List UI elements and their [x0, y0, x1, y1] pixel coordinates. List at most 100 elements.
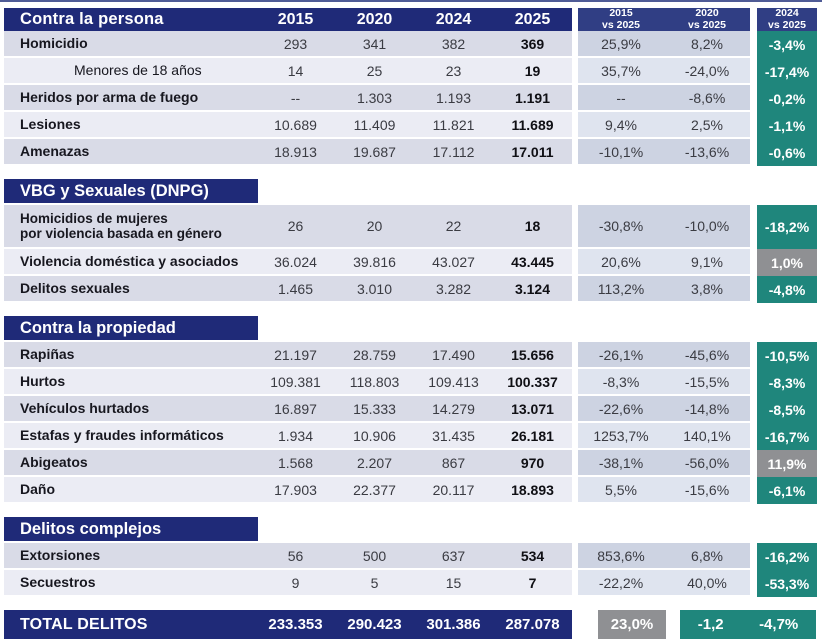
total-vs-badge-group: -1,2 -4,7%	[680, 610, 816, 639]
value-cell-2020: 5	[370, 574, 379, 591]
table-row: Violencia doméstica y asociados 36.024 39.…	[4, 249, 822, 276]
value-cell-2025: 13.071	[511, 400, 554, 417]
value-cell-2020: 22.377	[353, 481, 396, 498]
value-cell-2015: 10.689	[274, 116, 317, 133]
value-cell-2015: 9	[291, 574, 300, 591]
value-cell-2024: 1.193	[435, 89, 472, 106]
vs-cell-2020-vs-2025: -45,6%	[684, 346, 730, 363]
row-main-band: Homicidios de mujeres por violencia basad…	[4, 205, 572, 249]
value-cell-2025: 43.445	[511, 253, 554, 270]
row-vs-band: -8,3% -15,5%	[578, 369, 750, 396]
section-vbg-y-sexuales-dnpg: VBG y Sexuales (DNPG) Homicidios de mujer…	[4, 179, 822, 303]
value-cell-2024: 109.413	[428, 373, 479, 390]
row-label: Abigeatos	[20, 453, 88, 470]
row-vs-band: 20,6% 9,1%	[578, 249, 750, 276]
row-vs-band: 9,4% 2,5%	[578, 112, 750, 139]
value-cell-2015: --	[290, 89, 301, 106]
vs-cell-2015-vs-2025: 35,7%	[601, 62, 641, 79]
vs-cell-2015-vs-2025: -22,6%	[598, 400, 644, 417]
vs-cell-2020-vs-2025: -14,8%	[684, 400, 730, 417]
value-cell-2015: 18.913	[274, 143, 317, 160]
delta-cell-2024-vs-2025: -6,1%	[757, 477, 817, 504]
value-cell-2025: 3.124	[514, 280, 551, 297]
total-vs-2024-value: -4,7%	[759, 616, 799, 633]
delta-cell-2024-vs-2025: -16,7%	[757, 423, 817, 450]
value-cell-2025: 369	[520, 35, 545, 52]
vs-cell-2015-vs-2025: 1253,7%	[593, 427, 649, 444]
row-label: Delitos sexuales	[20, 279, 130, 296]
header-vs-band: 2015 vs 2025 2020 vs 2025	[578, 7, 750, 31]
value-cell-2020: 10.906	[353, 427, 396, 444]
value-cell-2020: 3.010	[356, 280, 393, 297]
value-cell-2025: 970	[520, 454, 545, 471]
vs-cell-2015-vs-2025: 113,2%	[597, 280, 645, 297]
value-cell-2020: 1.303	[356, 89, 393, 106]
row-main-band: Rapiñas 21.197 28.759 17.490 15.656	[4, 342, 572, 369]
vs-header-bottom: vs 2025	[602, 18, 640, 31]
row-label: Rapiñas	[20, 345, 75, 362]
column-header-2015: 2015	[277, 10, 314, 28]
row-label: Homicidio	[20, 34, 88, 51]
value-cell-2024: 17.112	[432, 143, 475, 160]
row-label: Menores de 18 años	[74, 61, 202, 78]
row-vs-band: -22,6% -14,8%	[578, 396, 750, 423]
vs-cell-2020-vs-2025: -56,0%	[684, 454, 730, 471]
value-cell-2025: 18	[524, 218, 541, 234]
value-cell-2015: 1.465	[277, 280, 314, 297]
row-main-band: Heridos por arma de fuego -- 1.303 1.193 1.1…	[4, 85, 572, 112]
row-label-line: por violencia basada en género	[20, 226, 222, 241]
total-label: TOTAL DELITOS	[20, 615, 148, 633]
vs-header-bottom: vs 2025	[688, 18, 726, 31]
row-label: Extorsiones	[20, 546, 101, 563]
value-cell-2015: 21.197	[274, 346, 317, 363]
delta-cell-2024-vs-2025: -16,2%	[757, 543, 817, 570]
vs-cell-2015-vs-2025: -8,3%	[602, 373, 640, 390]
table-row: Extorsiones 56 500 637 534 853,6% 6,8% -16,2%	[4, 543, 822, 570]
value-cell-2015: 56	[287, 547, 304, 564]
value-cell-2025: 18.893	[511, 481, 554, 498]
delta-cell-2024-vs-2025: 11,9%	[757, 450, 817, 477]
row-label: Lesiones	[20, 115, 81, 132]
value-cell-2020: 341	[362, 35, 387, 52]
row-main-band: Vehículos hurtados 16.897 15.333 14.279 13.0…	[4, 396, 572, 423]
row-vs-band: -22,2% 40,0%	[578, 570, 750, 597]
vs-header-top: 2020	[695, 7, 719, 20]
value-cell-2024: 22	[445, 218, 462, 234]
section-title-vbg-y-sexuales-dnpg: VBG y Sexuales (DNPG)	[4, 179, 258, 203]
value-cell-2020: 500	[362, 547, 387, 564]
table-row: Delitos sexuales 1.465 3.010 3.282 3.124 113,…	[4, 276, 822, 303]
delta-cell-2024-vs-2025: -17,4%	[757, 58, 817, 85]
vs-cell-2020-vs-2025: 2,5%	[691, 116, 723, 133]
column-header-2015-vs-2025: 2015 vs 2025	[578, 7, 664, 31]
vs-cell-2020-vs-2025: -8,6%	[688, 89, 726, 106]
value-cell-2024: 20.117	[432, 481, 475, 498]
table-body: Homicidio 293 341 382 369 25,9% 8,2% -3,4% Menor…	[0, 31, 822, 597]
value-cell-2025: 1.191	[514, 89, 551, 106]
table-row: Amenazas 18.913 19.687 17.112 17.011 -10,1% -1…	[4, 139, 822, 166]
value-cell-2020: 15.333	[353, 400, 396, 417]
row-main-band: Extorsiones 56 500 637 534	[4, 543, 572, 570]
row-main-band: Delitos sexuales 1.465 3.010 3.282 3.124	[4, 276, 572, 303]
delta-cell-2024-vs-2025: -53,3%	[757, 570, 817, 597]
value-cell-2025: 11.689	[511, 116, 554, 133]
table-row: Homicidio 293 341 382 369 25,9% 8,2% -3,4%	[4, 31, 822, 58]
total-row: TOTAL DELITOS 233.353 290.423 301.386 28…	[4, 610, 822, 639]
table-header-row: Contra la persona 2015 2020 2024 2025 20…	[4, 7, 822, 31]
row-vs-band: -30,8% -10,0%	[578, 205, 750, 249]
table-row: Secuestros 9 5 15 7 -22,2% 40,0% -53,3%	[4, 570, 822, 597]
row-main-band: Abigeatos 1.568 2.207 867 970	[4, 450, 572, 477]
table-row: Heridos por arma de fuego -- 1.303 1.193 1.1…	[4, 85, 822, 112]
vs-cell-2020-vs-2025: 9,1%	[691, 253, 723, 270]
value-cell-2024: 31.435	[432, 427, 475, 444]
vs-cell-2015-vs-2025: -22,2%	[598, 574, 644, 591]
column-header-2024: 2024	[435, 10, 472, 28]
table-row: Menores de 18 años 14 25 23 19 35,7% -24,0% -17…	[4, 58, 822, 85]
total-value-2025: 287.078	[505, 616, 560, 633]
column-header-2024-vs-2025: 2024 vs 2025	[757, 7, 817, 31]
row-main-band: Secuestros 9 5 15 7	[4, 570, 572, 597]
value-cell-2024: 15	[445, 574, 462, 591]
value-cell-2024: 43.027	[432, 253, 475, 270]
vs-cell-2015-vs-2025: 5,5%	[605, 481, 637, 498]
vs-header-top: 2024	[775, 7, 799, 20]
total-value-2020: 290.423	[347, 616, 402, 633]
